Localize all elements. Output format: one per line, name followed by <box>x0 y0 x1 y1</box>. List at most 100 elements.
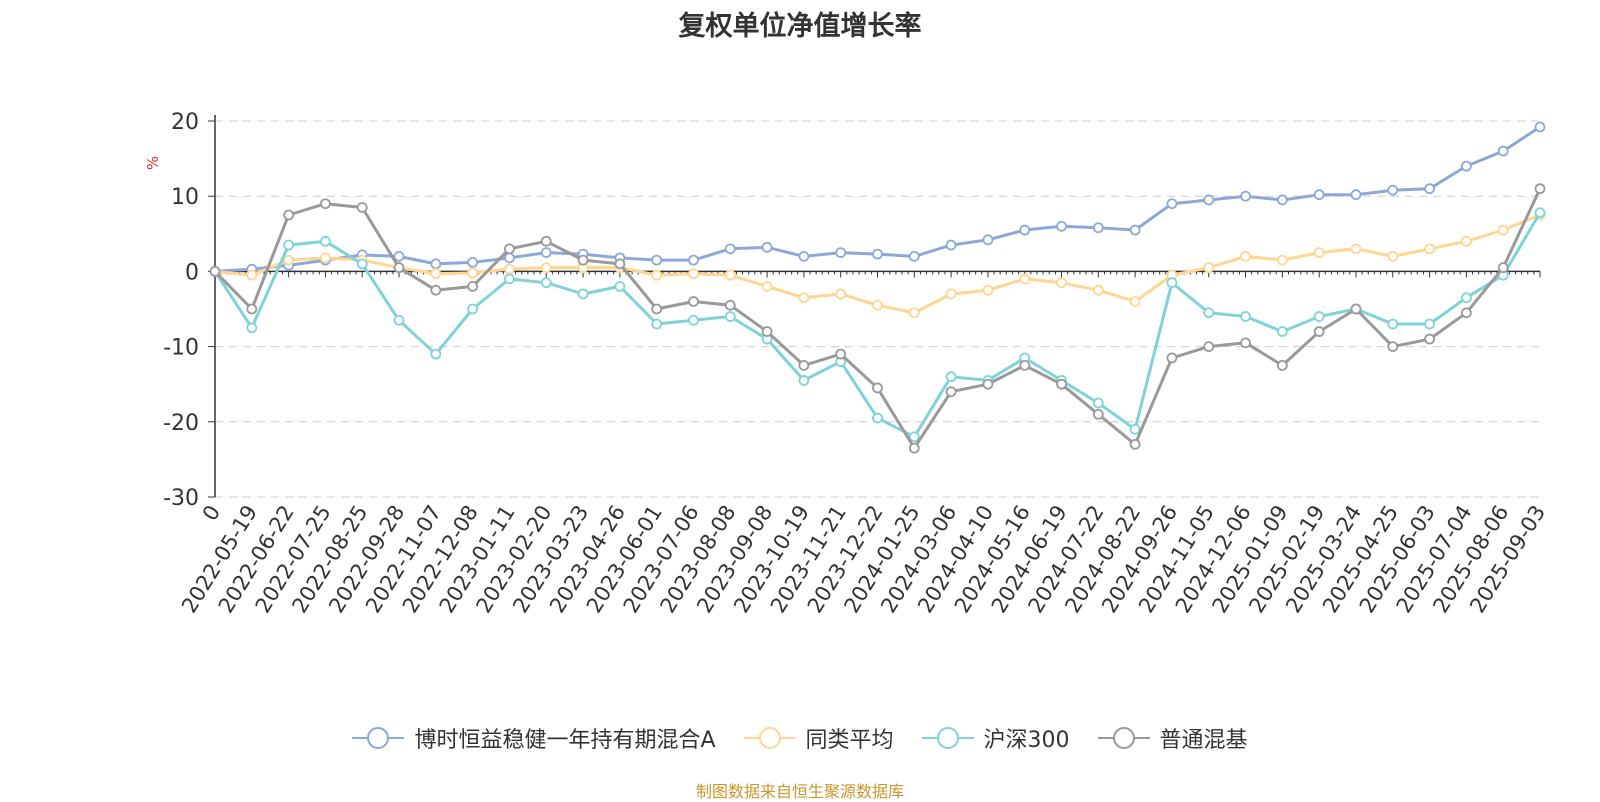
data-point <box>908 431 920 443</box>
data-point <box>1387 184 1399 196</box>
series-line-2 <box>214 213 1541 315</box>
data-point <box>982 234 994 246</box>
data-point <box>688 268 699 280</box>
data-point <box>835 348 847 360</box>
data-point <box>872 412 883 424</box>
data-point <box>1350 189 1362 201</box>
y-tick-label: -10 <box>163 336 199 361</box>
legend-item-2[interactable]: 同类平均 <box>743 722 894 754</box>
data-point <box>651 318 663 330</box>
chart-legend: 博时恒益稳健一年持有期混合A 同类平均 沪深300 普通混基 <box>0 722 1600 754</box>
data-point <box>356 258 368 270</box>
legend-label: 普通混基 <box>1159 728 1248 753</box>
data-point <box>1092 284 1104 296</box>
data-point <box>430 268 442 280</box>
data-point <box>1497 145 1509 157</box>
y-tick-label: -30 <box>163 486 199 511</box>
data-point <box>1424 243 1435 255</box>
data-point <box>1203 341 1215 353</box>
legend-marker-icon <box>352 727 405 749</box>
data-point <box>467 281 479 292</box>
data-point <box>1166 198 1178 210</box>
data-point <box>1240 250 1251 262</box>
data-point <box>540 235 552 247</box>
data-point <box>246 303 258 315</box>
data-point <box>1313 311 1325 322</box>
data-point <box>945 371 957 383</box>
legend-marker-icon <box>743 727 796 749</box>
legend-item-3[interactable]: 沪深300 <box>921 722 1070 754</box>
data-point <box>1056 220 1067 232</box>
data-point <box>283 209 295 221</box>
data-point <box>651 303 663 315</box>
legend-item-4[interactable]: 普通混基 <box>1097 722 1248 754</box>
data-point <box>283 239 295 251</box>
data-point <box>1240 190 1251 202</box>
data-point <box>724 243 736 255</box>
data-point <box>872 299 883 311</box>
data-point <box>1276 254 1288 266</box>
data-point <box>504 273 515 285</box>
y-tick-label: 10 <box>171 185 199 210</box>
data-point <box>1350 243 1362 255</box>
data-point <box>1203 262 1215 274</box>
data-point <box>835 288 847 300</box>
data-point <box>761 281 773 292</box>
data-point <box>320 235 331 247</box>
data-point <box>246 269 258 281</box>
data-point <box>614 281 626 292</box>
legend-label: 沪深300 <box>983 728 1070 753</box>
data-point <box>1387 250 1399 262</box>
data-point <box>724 269 736 281</box>
series-line-4 <box>213 188 1542 450</box>
y-tick-label: -20 <box>163 411 199 436</box>
data-point <box>982 284 994 296</box>
data-point <box>945 239 957 251</box>
data-point <box>577 288 589 300</box>
data-point <box>872 248 883 260</box>
data-point <box>1387 318 1399 330</box>
data-point <box>614 258 626 270</box>
data-point <box>1129 296 1141 307</box>
data-point <box>1460 307 1472 319</box>
data-point <box>798 359 810 371</box>
data-point <box>246 322 258 334</box>
data-point <box>1019 273 1031 285</box>
data-point <box>540 262 552 274</box>
data-point <box>1313 189 1325 201</box>
series-line-3 <box>213 211 1542 439</box>
data-point <box>908 442 920 454</box>
data-point <box>1534 207 1546 219</box>
data-point <box>1129 438 1141 450</box>
data-point <box>798 292 810 304</box>
source-note: 制图数据来自恒生聚源数据库 <box>695 782 904 801</box>
legend-item-1[interactable]: 博时恒益稳健一年持有期混合A <box>352 722 716 754</box>
data-point <box>1019 359 1031 371</box>
data-point <box>467 267 479 279</box>
data-point <box>1497 224 1509 236</box>
data-point <box>1276 194 1288 206</box>
data-point <box>982 378 994 390</box>
data-point <box>1092 408 1104 420</box>
data-point <box>835 247 847 259</box>
data-point <box>1129 423 1141 435</box>
data-point <box>1460 160 1472 172</box>
data-point <box>1424 318 1435 330</box>
data-point <box>393 262 405 274</box>
data-point <box>540 277 552 289</box>
y-tick-label: 20 <box>171 110 199 135</box>
data-point <box>393 314 405 326</box>
data-point <box>430 284 442 296</box>
legend-label: 博时恒益稳健一年持有期混合A <box>414 728 716 753</box>
data-point <box>724 299 736 311</box>
data-point <box>688 314 699 326</box>
data-point <box>1092 397 1104 409</box>
data-point <box>1387 341 1399 353</box>
data-point <box>1129 224 1141 236</box>
data-point <box>1240 337 1251 349</box>
data-point <box>651 269 663 281</box>
data-point <box>908 307 920 319</box>
data-point <box>651 254 663 266</box>
